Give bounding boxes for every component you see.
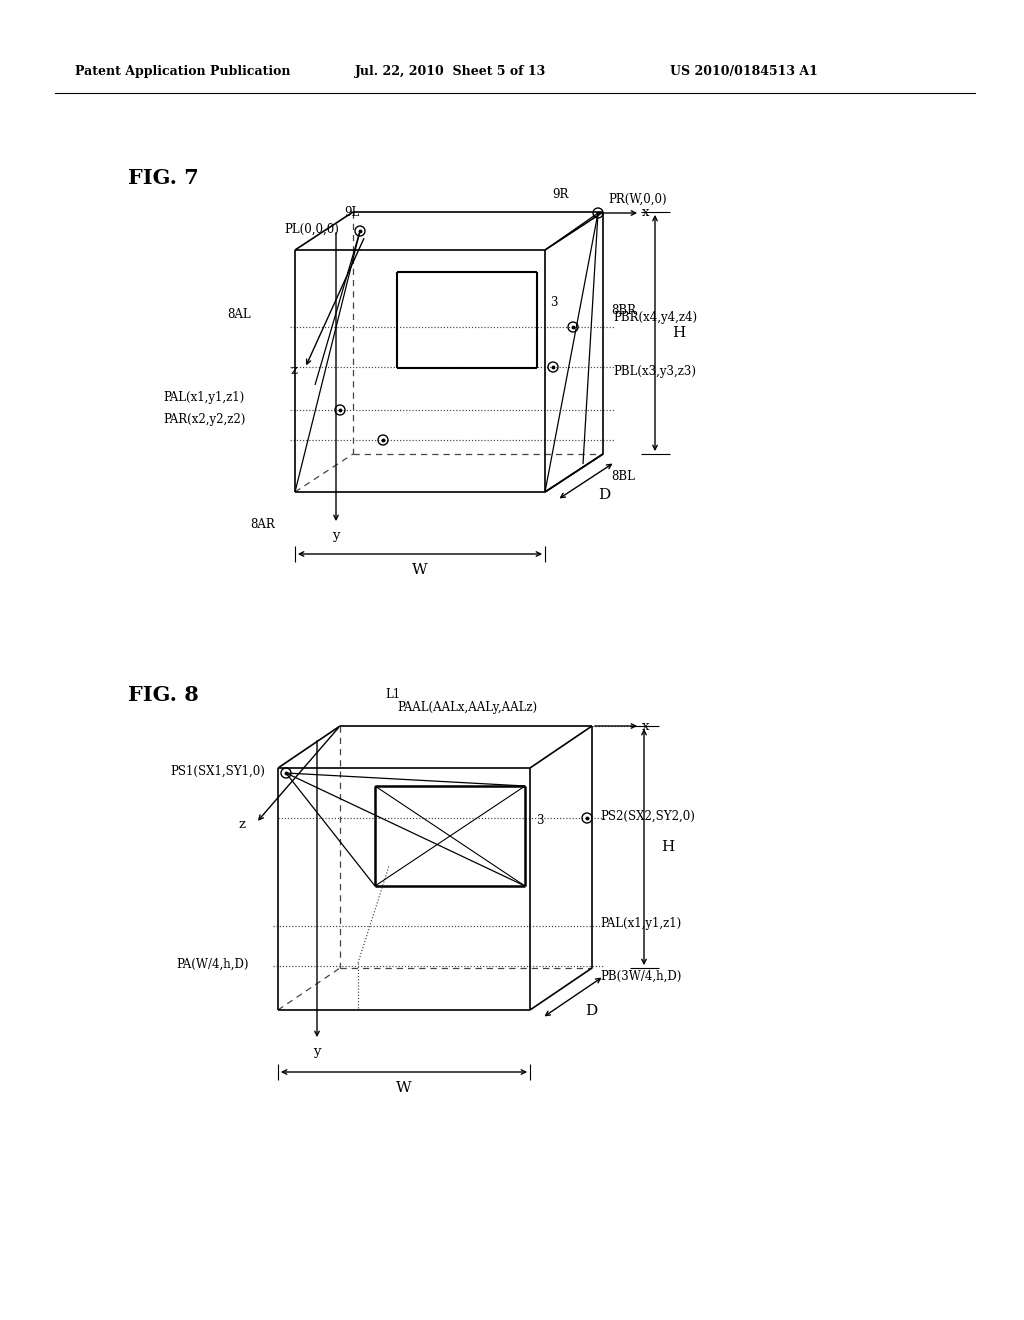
Text: 8BR: 8BR [611,305,636,318]
Text: PA(W/4,h,D): PA(W/4,h,D) [176,957,249,970]
Text: 9R: 9R [552,189,568,202]
Text: D: D [598,488,610,502]
Text: 9L: 9L [344,206,359,219]
Text: 3: 3 [536,814,544,828]
Text: z: z [290,364,297,378]
Text: PL(0,0,0): PL(0,0,0) [284,223,339,235]
Text: FIG. 8: FIG. 8 [128,685,199,705]
Text: PBR(x4,y4,z4): PBR(x4,y4,z4) [613,310,697,323]
Text: H: H [662,840,674,854]
Text: Patent Application Publication: Patent Application Publication [75,66,291,78]
Text: PB(3W/4,h,D): PB(3W/4,h,D) [600,969,681,982]
Text: PAL(x1,y1,z1): PAL(x1,y1,z1) [600,917,681,931]
Text: Jul. 22, 2010  Sheet 5 of 13: Jul. 22, 2010 Sheet 5 of 13 [355,66,546,78]
Text: x: x [642,206,649,219]
Text: PAR(x2,y2,z2): PAR(x2,y2,z2) [163,413,246,426]
Text: z: z [238,818,245,832]
Text: PBL(x3,y3,z3): PBL(x3,y3,z3) [613,366,696,379]
Text: y: y [313,1045,321,1059]
Text: PAAL(AALx,AALy,AALz): PAAL(AALx,AALy,AALz) [397,701,538,714]
Text: W: W [413,564,428,577]
Text: FIG. 7: FIG. 7 [128,168,199,187]
Text: 8BL: 8BL [611,470,635,483]
Text: 8AL: 8AL [227,309,251,322]
Text: PS2(SX2,SY2,0): PS2(SX2,SY2,0) [600,809,695,822]
Text: D: D [585,1005,597,1018]
Text: PAL(x1,y1,z1): PAL(x1,y1,z1) [163,392,245,404]
Text: US 2010/0184513 A1: US 2010/0184513 A1 [670,66,818,78]
Text: L1: L1 [385,688,400,701]
Text: PR(W,0,0): PR(W,0,0) [608,193,667,206]
Text: W: W [396,1081,412,1096]
Text: PS1(SX1,SY1,0): PS1(SX1,SY1,0) [170,764,265,777]
Text: H: H [672,326,685,341]
Text: y: y [332,529,340,543]
Text: 3: 3 [550,296,557,309]
Text: 8AR: 8AR [250,517,274,531]
Text: x: x [642,719,649,733]
